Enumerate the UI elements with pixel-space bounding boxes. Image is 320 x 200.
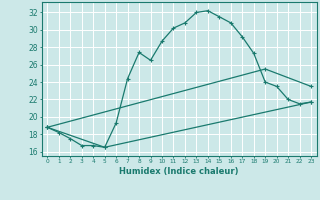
X-axis label: Humidex (Indice chaleur): Humidex (Indice chaleur): [119, 167, 239, 176]
